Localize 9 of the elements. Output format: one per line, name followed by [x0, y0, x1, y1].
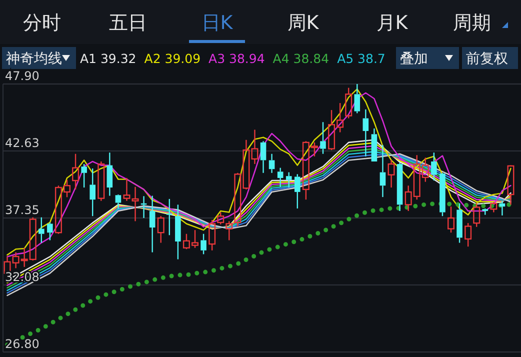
annotation: 叠加 — [396, 47, 459, 69]
annotation: 周期 — [453, 12, 508, 34]
annotation: 周K — [287, 12, 319, 34]
annotation: 分时 — [23, 12, 61, 34]
annotation: 五日 — [109, 12, 147, 34]
annotation: 前复权 — [462, 47, 518, 69]
annotation: 月K — [376, 12, 408, 34]
annotation: 日K — [189, 12, 245, 43]
annotation: 神奇均线 — [2, 47, 76, 69]
